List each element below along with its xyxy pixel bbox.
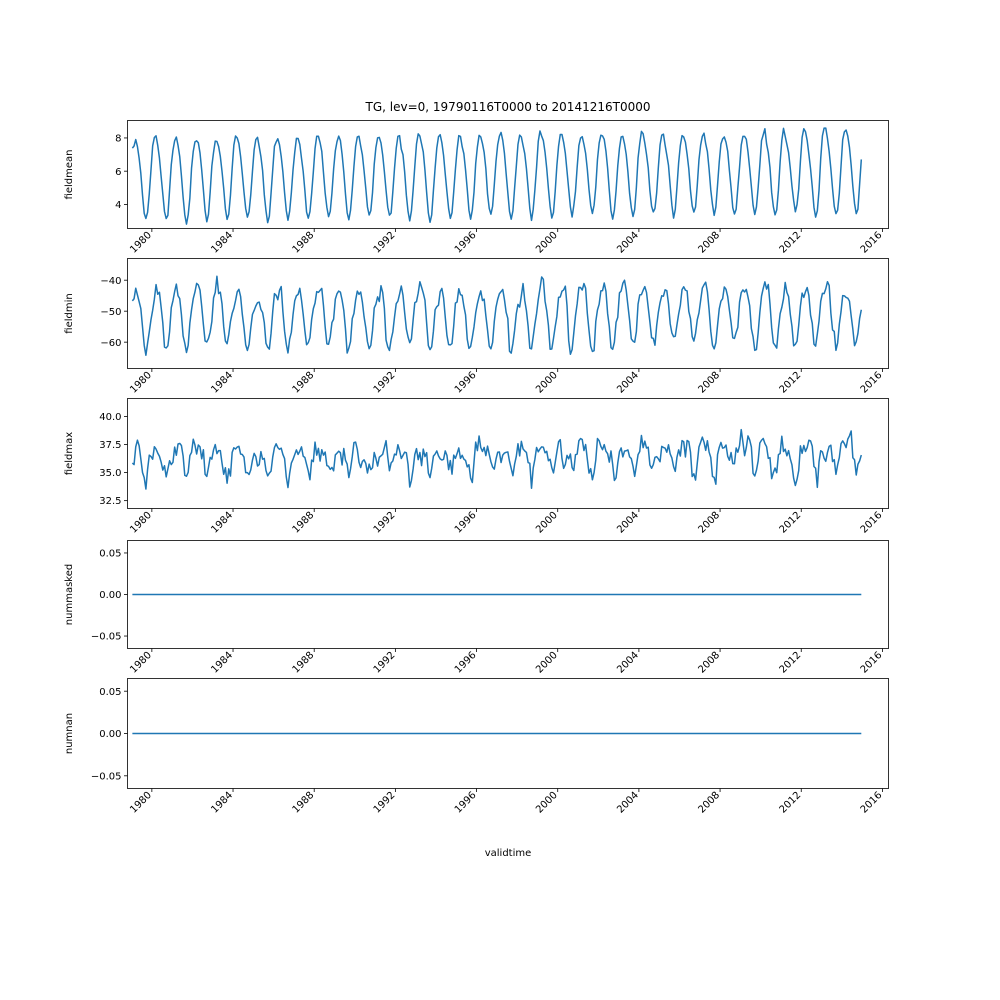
- axes-spine-fieldmean: [127, 120, 889, 229]
- y-tick-label: −0.05: [91, 771, 122, 782]
- y-tick-label: −50: [100, 307, 121, 318]
- x-tick-labels-nummasked: 1980 1984 1988 1992 1996 2000 2004 2008 2012 2016: [128, 648, 885, 676]
- x-tick-label: 2016: [859, 790, 885, 816]
- panel-fieldmax: 1980 1984 1988 1992 1996 2000 2004 2008 2012 2016…: [0, 398, 1000, 651]
- x-tick-label: 2016: [859, 650, 885, 676]
- data-line-fieldmean: [131, 127, 863, 225]
- data-line-fieldmin: [131, 275, 863, 356]
- x-tick-label: 1988: [291, 510, 317, 536]
- x-tick-label: 1984: [209, 230, 235, 256]
- x-tick-label: 2012: [778, 230, 804, 256]
- x-tick-label: 2016: [859, 230, 885, 256]
- y-axis-label-fieldmin: fieldmin: [64, 293, 75, 333]
- y-tick-label: −60: [100, 338, 121, 349]
- x-tick-labels-fieldmin: 1980 1984 1988 1992 1996 2000 2004 2008 2012 2016: [128, 368, 885, 396]
- x-tick-label: 1992: [372, 650, 398, 676]
- x-tick-label: 1992: [372, 510, 398, 536]
- x-tick-labels-fieldmean: 1980 1984 1988 1992 1996 2000 2004 2008 2012 2016: [128, 228, 885, 256]
- x-tick-label: 2016: [859, 370, 885, 396]
- x-tick-label: 2008: [696, 790, 722, 816]
- panel-fieldmean: 1980 1984 1988 1992 1996 2000 2004 2008 2012 2016…: [0, 120, 1000, 371]
- y-tick-label: 6: [115, 167, 121, 178]
- x-tick-label: 1988: [291, 370, 317, 396]
- x-tick-label: 1996: [453, 370, 479, 396]
- x-tick-label: 2004: [615, 650, 641, 676]
- y-tick-label: 37.5: [99, 440, 121, 451]
- x-tick-label: 1992: [372, 230, 398, 256]
- x-tick-label: 1988: [291, 230, 317, 256]
- axes-spine-fieldmax: [127, 398, 889, 509]
- x-tick-label: 1980: [128, 370, 154, 396]
- x-tick-labels-fieldmax: 1980 1984 1988 1992 1996 2000 2004 2008 2012 2016: [128, 508, 885, 536]
- x-tick-label: 2004: [615, 790, 641, 816]
- x-axis-label: validtime: [485, 848, 532, 859]
- axes-spine-nummasked: [127, 540, 889, 649]
- x-tick-label: 1996: [453, 230, 479, 256]
- y-tick-label: 35.0: [99, 468, 121, 479]
- panel-occluder: [0, 540, 1000, 651]
- panel-occluder: [0, 258, 1000, 371]
- x-tick-label: 1996: [453, 510, 479, 536]
- x-tick-label: 2012: [778, 370, 804, 396]
- x-tick-label: 2012: [778, 650, 804, 676]
- x-tick-labels-numnan: 1980 1984 1988 1992 1996 2000 2004 2008 2012 2016: [128, 788, 885, 816]
- x-tick-label: 1980: [128, 510, 154, 536]
- x-tick-label: 2004: [615, 230, 641, 256]
- x-tick-label: 2016: [859, 510, 885, 536]
- x-tick-label: 1980: [128, 790, 154, 816]
- x-tick-label: 2008: [696, 370, 722, 396]
- y-axis-label-numnan: numnan: [64, 713, 75, 754]
- y-axis-label-fieldmax: fieldmax: [64, 432, 75, 475]
- x-tick-label: 2012: [778, 510, 804, 536]
- x-tick-label: 2000: [534, 230, 560, 256]
- x-tick-label: 2000: [534, 510, 560, 536]
- data-line-fieldmax: [131, 428, 863, 490]
- y-tick-label: 40.0: [99, 412, 121, 423]
- y-tick-label: 0.00: [99, 729, 121, 740]
- x-tick-label: 2008: [696, 230, 722, 256]
- x-tick-label: 2008: [696, 650, 722, 676]
- x-tick-label: 2004: [615, 510, 641, 536]
- x-tick-label: 2012: [778, 790, 804, 816]
- x-tick-label: 1984: [209, 510, 235, 536]
- y-tick-label: 4: [115, 200, 121, 211]
- y-tick-label: 32.5: [99, 496, 121, 507]
- y-tick-label: 0.05: [99, 687, 121, 698]
- x-tick-label: 2000: [534, 650, 560, 676]
- y-axis-label-nummasked: nummasked: [64, 564, 75, 625]
- x-tick-label: 1988: [291, 790, 317, 816]
- x-tick-label: 2000: [534, 370, 560, 396]
- y-tick-label: −40: [100, 276, 121, 287]
- x-tick-label: 1984: [209, 790, 235, 816]
- x-tick-label: 1988: [291, 650, 317, 676]
- x-tick-label: 1980: [128, 230, 154, 256]
- y-tick-label: 8: [115, 134, 121, 145]
- x-tick-label: 1996: [453, 650, 479, 676]
- panel-occluder: [0, 678, 1000, 791]
- axes-spine-numnan: [127, 678, 889, 789]
- x-tick-label: 2008: [696, 510, 722, 536]
- y-tick-label: 0.00: [99, 590, 121, 601]
- y-tick-label: 0.05: [99, 549, 121, 560]
- x-tick-label: 2000: [534, 790, 560, 816]
- y-tick-label: −0.05: [91, 632, 122, 643]
- x-tick-label: 1996: [453, 790, 479, 816]
- x-tick-label: 1992: [372, 790, 398, 816]
- x-tick-label: 1984: [209, 650, 235, 676]
- x-tick-label: 1984: [209, 370, 235, 396]
- x-tick-label: 1980: [128, 650, 154, 676]
- figure-title: TG, lev=0, 19790116T0000 to 20141216T000…: [365, 100, 651, 114]
- x-tick-label: 1992: [372, 370, 398, 396]
- y-axis-label-fieldmean: fieldmean: [64, 150, 75, 200]
- axes-spine-fieldmin: [127, 258, 889, 369]
- x-tick-label: 2004: [615, 370, 641, 396]
